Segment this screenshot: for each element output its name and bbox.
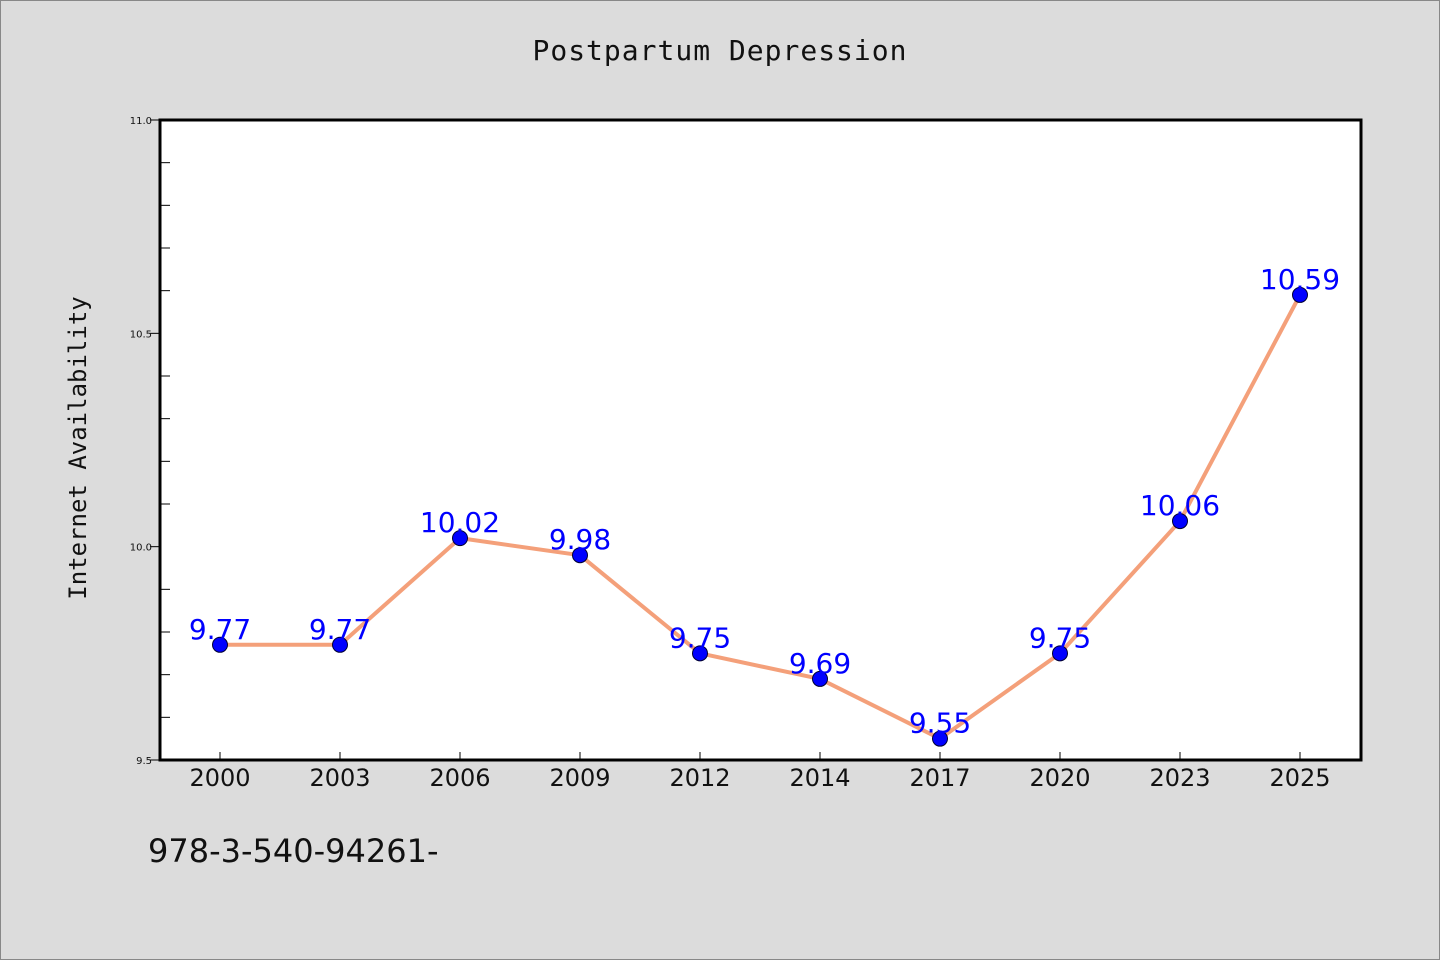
y-axis-label: Internet Availability — [64, 296, 92, 599]
y-tick-label: 10.0 — [130, 543, 152, 554]
x-tick-label: 2003 — [309, 764, 370, 792]
data-point — [932, 730, 948, 747]
chart-title: Postpartum Depression — [532, 34, 908, 67]
x-tick-label: 2014 — [789, 764, 850, 792]
x-tick-label: 2017 — [909, 764, 970, 792]
y-tick-label: 10.5 — [130, 329, 152, 340]
data-points — [212, 286, 1308, 747]
data-label: 10.06 — [1140, 489, 1220, 522]
data-point — [332, 636, 348, 653]
data-label: 9.55 — [909, 707, 971, 740]
x-axis-ticks: 2000 2003 2006 2009 2012 2014 2017 2020 2023 2025 — [189, 752, 1331, 792]
data-labels: 9.77 9.77 10.02 9.98 9.75 9.69 9.55 9.75 10.06 10… — [189, 263, 1340, 740]
data-label: 10.02 — [420, 506, 500, 539]
data-point — [812, 670, 828, 687]
data-label: 9.77 — [189, 613, 251, 646]
data-point — [692, 645, 708, 662]
series-line — [218, 292, 1302, 741]
data-label: 9.98 — [549, 523, 611, 556]
x-tick-label: 2009 — [549, 764, 610, 792]
x-tick-label: 2025 — [1269, 764, 1330, 792]
footer-code: 978-3-540-94261- — [148, 832, 439, 870]
data-point — [452, 530, 468, 547]
data-point — [572, 547, 588, 564]
plot-area — [158, 118, 1363, 762]
series-line-group — [218, 292, 1302, 741]
data-label: 9.75 — [669, 621, 731, 654]
data-label: 10.59 — [1260, 263, 1340, 296]
y-tick-label: 11.0 — [130, 116, 152, 127]
data-point — [1172, 513, 1188, 530]
y-axis-ticks: 9.5 10.0 10.5 11.0 — [130, 116, 170, 767]
data-label: 9.75 — [1029, 621, 1091, 654]
data-point — [1052, 645, 1068, 662]
x-tick-label: 2006 — [429, 764, 490, 792]
x-tick-label: 2023 — [1149, 764, 1210, 792]
x-tick-label: 2012 — [669, 764, 730, 792]
x-tick-label: 2000 — [189, 764, 250, 792]
x-tick-label: 2020 — [1029, 764, 1090, 792]
data-point — [212, 636, 228, 653]
y-tick-label: 9.5 — [136, 756, 152, 767]
data-point — [1292, 286, 1308, 303]
data-label: 9.69 — [789, 647, 851, 680]
data-label: 9.77 — [309, 613, 371, 646]
